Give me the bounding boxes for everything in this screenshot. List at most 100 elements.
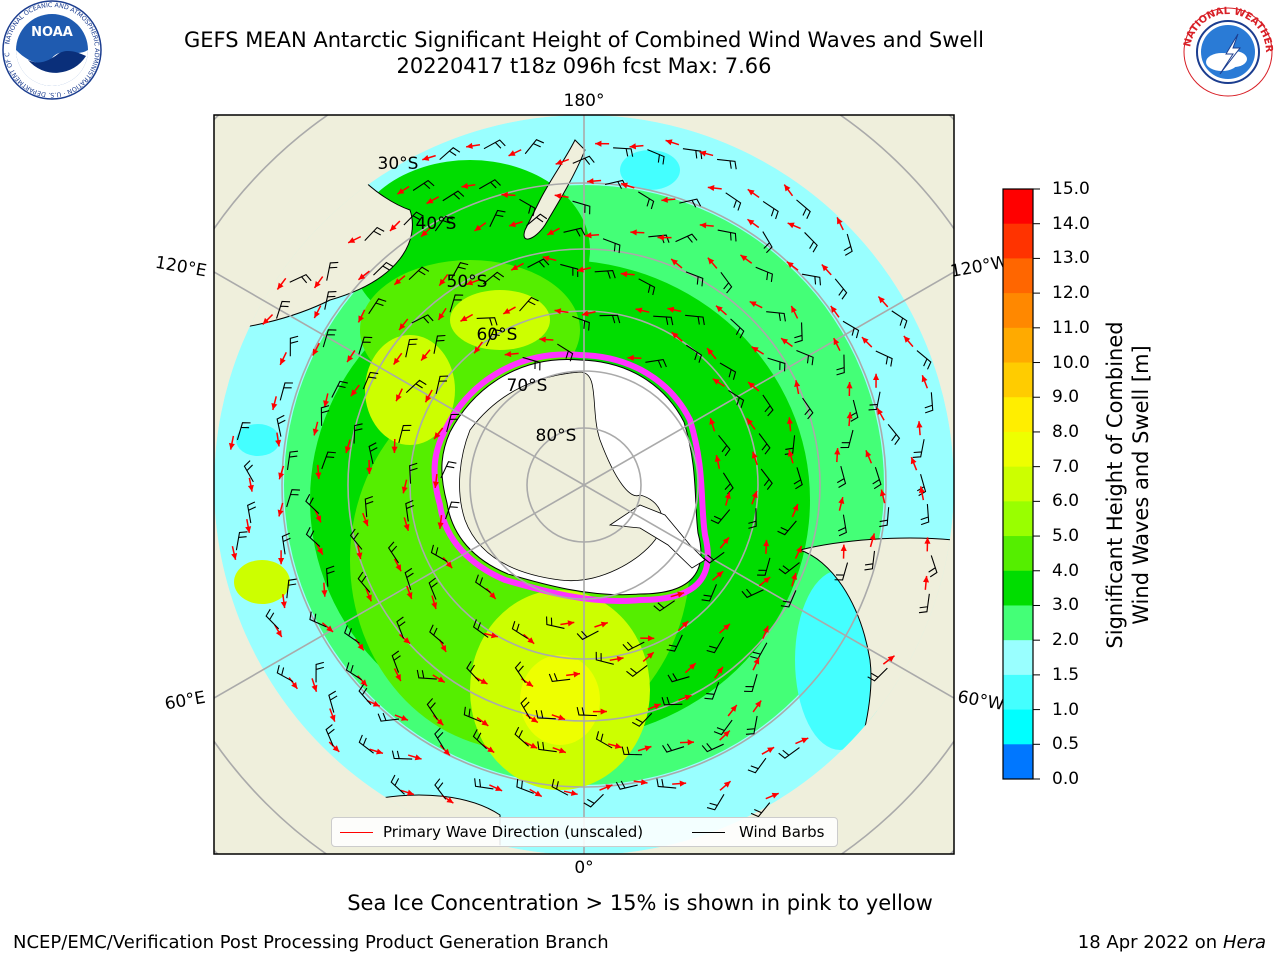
wind-barb — [730, 318, 745, 339]
wind-barb — [725, 192, 742, 211]
wind-barb — [276, 664, 294, 683]
wave-direction-arrowhead — [921, 375, 928, 383]
wind-barb — [321, 451, 336, 470]
producer-credit: NCEP/EMC/Verification Post Processing Pr… — [13, 932, 609, 953]
wind-barb — [398, 424, 412, 444]
wave-direction-arrowhead — [426, 197, 434, 204]
wave-direction-arrowhead — [323, 400, 330, 408]
wind-barb — [679, 198, 702, 208]
wave-direction-arrowhead — [923, 575, 930, 583]
wave-direction-arrowhead — [495, 785, 503, 791]
wave-direction-arrowhead — [446, 797, 454, 804]
wind-barb — [446, 413, 460, 433]
wind-barb — [583, 793, 604, 808]
wind-barb — [524, 139, 545, 155]
wave-direction-arrowhead — [358, 273, 366, 280]
wind-barb — [475, 574, 491, 593]
colorbar-swatch — [1003, 327, 1033, 364]
wave-direction-arrowhead — [677, 591, 685, 598]
wind-barb — [918, 593, 930, 614]
wave-direction-arrowhead — [747, 219, 755, 226]
wind-barb — [325, 724, 335, 747]
wind-barb — [843, 233, 853, 256]
wind-barb — [390, 774, 405, 795]
wind-barb — [576, 630, 599, 641]
wave-direction-arrowhead — [421, 230, 428, 237]
wind-barb — [247, 501, 257, 524]
wave-direction-arrowhead — [315, 472, 322, 479]
wave-direction-arrowhead — [763, 576, 771, 584]
wave-direction-arrowhead — [401, 486, 408, 494]
wind-barb — [622, 641, 645, 651]
wave-direction-arrowhead — [830, 305, 837, 313]
wind-barb — [377, 712, 399, 722]
wave-direction-arrowhead — [740, 254, 748, 262]
colorbar-swatch — [1003, 189, 1033, 225]
lon-label-60e: 60°E — [163, 688, 207, 715]
wave-direction-arrowhead — [489, 592, 496, 599]
wave-direction-arrowhead — [487, 746, 495, 753]
wave-direction-arrowhead — [558, 714, 566, 721]
wave-direction-arrowhead — [644, 745, 652, 752]
wind-barb — [489, 209, 506, 227]
wind-barb — [838, 514, 847, 537]
wave-direction-arrowhead — [406, 592, 413, 599]
wave-direction-arrowhead — [755, 700, 762, 708]
wave-direction-arrowhead — [280, 357, 286, 365]
wind-barb — [405, 338, 418, 358]
wave-direction-arrowhead — [657, 234, 664, 241]
lat-label-60s: 60°S — [477, 325, 518, 345]
wave-direction-arrowhead — [277, 509, 284, 517]
wind-barb — [713, 719, 733, 736]
wave-direction-arrowhead — [635, 307, 643, 314]
wave-direction-arrowhead — [879, 489, 886, 497]
wave-direction-arrowhead — [526, 680, 534, 687]
wave-direction-arrowhead — [504, 351, 512, 358]
wave-direction-arrowhead — [751, 451, 758, 459]
wave-direction-arrowhead — [461, 182, 469, 189]
wind-barb — [842, 320, 860, 339]
wave-direction-arrowhead — [437, 676, 445, 683]
colorbar-swatch — [1003, 709, 1033, 745]
wind-barb — [411, 314, 434, 324]
map-title: GEFS MEAN Antarctic Significant Height o… — [183, 28, 985, 52]
wind-barb — [656, 778, 677, 789]
wave-direction-arrowhead — [547, 229, 555, 235]
wind-barb — [326, 261, 339, 281]
wave-direction-arrowhead — [707, 184, 715, 192]
colorbar-swatch — [1003, 744, 1033, 780]
wind-barb — [836, 354, 845, 376]
wave-direction-arrowhead — [570, 789, 578, 796]
wave-direction-arrowhead — [679, 780, 687, 787]
wind-barb — [522, 356, 541, 371]
wave-direction-arrowhead — [406, 789, 414, 796]
wind-barb — [416, 669, 437, 680]
wind-barb — [750, 802, 771, 818]
wind-barb — [794, 322, 803, 344]
wave-direction-arrowhead — [786, 417, 793, 424]
wind-barb — [924, 392, 934, 414]
wave-direction-arrowhead — [781, 338, 789, 345]
wind-barb-swatch — [692, 832, 725, 833]
wind-barb — [796, 350, 814, 366]
wind-barb — [276, 414, 286, 437]
wave-direction-arrowhead — [508, 150, 516, 156]
wind-barb — [353, 423, 363, 444]
wind-barb — [286, 450, 299, 470]
wind-barb — [647, 149, 665, 165]
wind-barb — [286, 489, 300, 508]
wave-direction-arrowhead — [600, 708, 607, 715]
wave-direction-arrowhead — [716, 571, 724, 578]
wind-barb — [920, 504, 930, 526]
wind-barb — [613, 147, 634, 157]
wind-barb — [563, 227, 586, 237]
wave-direction-arrowhead — [466, 279, 474, 286]
wind-barb — [602, 238, 621, 254]
lat-label-80s: 80°S — [536, 426, 577, 446]
wave-direction-arrowhead — [414, 754, 422, 761]
wind-barb — [328, 690, 338, 713]
map-subtitle: 20220417 t18z 096h fcst Max: 7.66 — [396, 54, 772, 78]
wave-direction-swatch — [340, 832, 373, 833]
wave-direction-arrowhead — [314, 311, 320, 319]
wave-direction-arrowhead — [527, 637, 535, 644]
